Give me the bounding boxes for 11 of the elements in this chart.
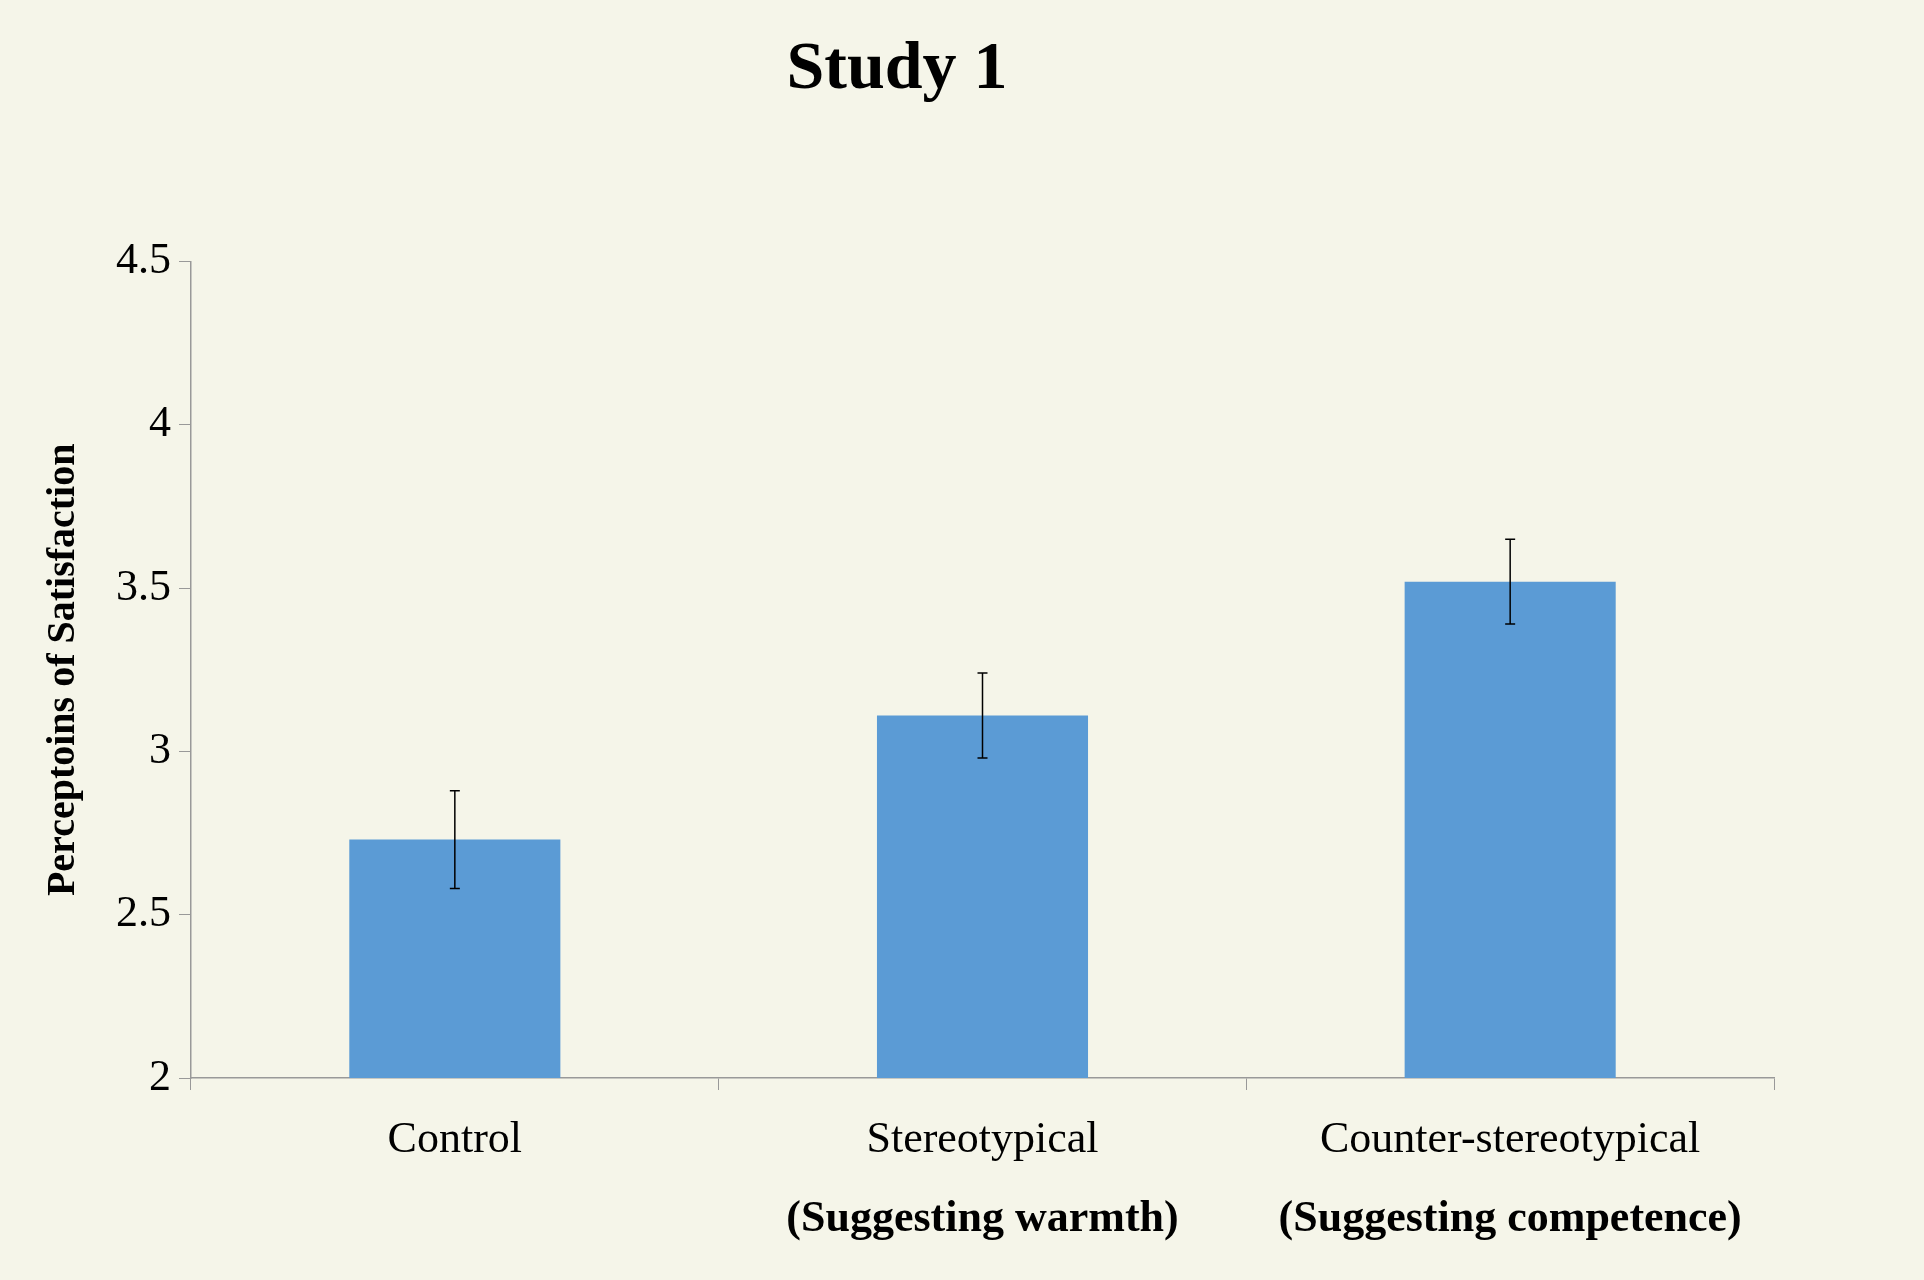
y-tick-label: 4.5 xyxy=(116,234,171,284)
y-tick-label: 3 xyxy=(149,724,171,773)
y-tick-label: 2.5 xyxy=(116,887,171,937)
y-tick-label: 3.5 xyxy=(116,560,171,610)
y-axis-title: Perceptoins of Satisfaction xyxy=(38,443,84,897)
chart-title: Study 1 xyxy=(786,27,1008,104)
x-tick-label: Counter-stereotypical (Suggesting competence) xyxy=(1278,1112,1742,1242)
y-tick-label: 2 xyxy=(149,1050,171,1100)
x-tick-label: Control xyxy=(387,1112,523,1162)
y-tick-label: 4 xyxy=(149,397,171,447)
x-tick-label: Stereotypical (Suggesting warmth) xyxy=(786,1112,1179,1242)
